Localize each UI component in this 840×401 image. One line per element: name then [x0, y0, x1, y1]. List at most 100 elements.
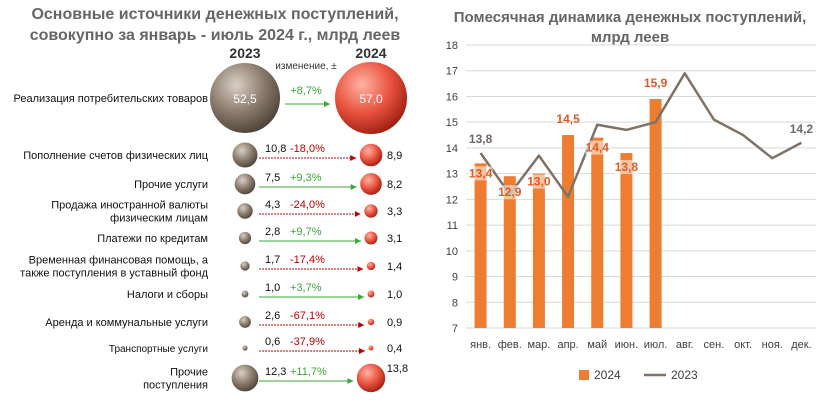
- value-2023: 4,3: [265, 199, 280, 211]
- source-row: Платежи по кредитам 2,8 +9,7% 3,1: [97, 226, 402, 246]
- y-tick-label: 7: [452, 323, 458, 335]
- value-2024: 0,9: [387, 317, 402, 329]
- bubble-2023: [238, 315, 252, 329]
- y-tick-label: 13: [446, 169, 458, 181]
- x-tick-label: фев.: [498, 339, 522, 351]
- bar-data-label: 14,5: [556, 112, 580, 126]
- value-2024: 0,4: [387, 343, 402, 355]
- source-label: Прочие поступления: [143, 367, 208, 392]
- source-label: Прочие услуги: [134, 179, 208, 191]
- y-tick-label: 9: [452, 272, 458, 284]
- value-2024: 3,1: [387, 233, 402, 245]
- bubble-2024: [358, 142, 384, 168]
- bubble-2024: [366, 317, 376, 327]
- x-tick-label: дек.: [791, 339, 811, 351]
- source-row: Временная финансовая помощь, а также пост…: [20, 254, 402, 280]
- bar-label-bg: [643, 76, 668, 91]
- y-tick-label: 8: [452, 297, 458, 309]
- source-row: Прочие поступления 12,3 +11,7% 13,8: [143, 362, 408, 394]
- change-header: изменение, ±: [275, 61, 337, 72]
- value-2024: 1,0: [387, 289, 402, 301]
- line-data-label: 13,8: [469, 132, 493, 146]
- source-row: Пополнение счетов физических лиц 10,8 -18,…: [23, 141, 402, 169]
- source-label: Временная финансовая помощь, а также пост…: [20, 255, 209, 280]
- bubble-2023: [208, 61, 282, 135]
- value-2024: 13,8: [387, 363, 408, 375]
- bubble-2024: [365, 260, 377, 272]
- value-2024: 8,2: [387, 179, 402, 191]
- bubble-2023: [231, 141, 259, 169]
- y-tick-label: 18: [446, 40, 458, 52]
- change-percent: +9,7%: [290, 226, 322, 238]
- value-2023: 1,0: [265, 282, 280, 294]
- x-tick-label: янв.: [470, 339, 491, 351]
- change-percent: +11,7%: [290, 366, 327, 378]
- change-percent: -17,4%: [290, 254, 325, 266]
- y-tick-label: 14: [446, 143, 458, 155]
- bar-2024: [503, 176, 516, 328]
- change-percent: -67,1%: [290, 310, 325, 322]
- bubble-2024: [355, 362, 387, 394]
- bar-data-label: 13,0: [527, 175, 551, 189]
- y-tick-label: 11: [447, 220, 458, 232]
- bar-label-bg: [585, 140, 610, 155]
- line-data-label: 14,2: [790, 122, 814, 136]
- x-tick-label: авг.: [676, 339, 694, 351]
- y-tick-label: 10: [446, 246, 458, 258]
- source-row: Аренда и коммунальные услуги 2,6 -67,1% 0,9: [45, 310, 402, 329]
- legend-label-2024: 2024: [594, 368, 621, 382]
- value-2024: 3,3: [387, 206, 402, 218]
- value-2024: 57,0: [359, 92, 383, 106]
- value-2023: 0,6: [265, 336, 280, 348]
- source-row: Транспортные услуги 0,6 -37,9% 0,4: [109, 336, 402, 355]
- value-2023: 1,7: [265, 254, 280, 266]
- bar-2024: [532, 173, 545, 328]
- bar-2024: [649, 99, 662, 328]
- value-2024: 8,9: [387, 150, 402, 162]
- source-label: Реализация потребительских товаров: [14, 93, 209, 105]
- change-percent: +3,7%: [290, 282, 322, 294]
- right-chart-title: Помесячная динамика денежных поступлений…: [453, 9, 807, 46]
- bar-label-bg: [497, 185, 522, 200]
- year-2024-header: 2024: [355, 45, 386, 61]
- source-row: Продажа иностранной валюты физическим лиц…: [51, 199, 402, 225]
- x-tick-label: июн.: [615, 339, 639, 351]
- bubble-2023: [233, 172, 257, 196]
- value-2023: 10,8: [265, 143, 286, 155]
- change-percent: -37,9%: [290, 336, 325, 348]
- x-tick-label: мар.: [527, 339, 550, 351]
- bubble-2023: [230, 363, 260, 393]
- bar-data-label: 12,9: [498, 185, 522, 199]
- source-row: Реализация потребительских товаров 52,5 57…: [14, 60, 409, 136]
- bubble-2024: [363, 230, 379, 246]
- left-panel-title: Основные источники денежных поступлений,…: [29, 6, 401, 44]
- bubble-2023: [240, 289, 250, 299]
- source-label: Продажа иностранной валюты физическим лиц…: [51, 200, 208, 225]
- bubble-2024: [333, 60, 409, 136]
- bar-data-label: 13,4: [469, 166, 493, 180]
- x-tick-label: сен.: [704, 339, 725, 351]
- bubble-2023: [236, 202, 254, 220]
- y-tick-label: 17: [446, 66, 458, 78]
- bar-label-bg: [556, 112, 581, 127]
- bar-label-bg: [614, 160, 639, 175]
- bubble-2024: [363, 203, 379, 219]
- bubble-2023: [239, 260, 251, 272]
- y-tick-label: 16: [446, 91, 458, 103]
- source-label: Платежи по кредитам: [97, 233, 208, 245]
- bar-2024: [474, 163, 487, 328]
- x-tick-label: апр.: [557, 339, 578, 351]
- bar-data-label: 13,8: [615, 160, 639, 174]
- change-percent: -24,0%: [290, 199, 325, 211]
- y-tick-label: 12: [446, 194, 458, 206]
- bubble-2023: [237, 230, 253, 246]
- change-percent: +9,3%: [290, 172, 322, 184]
- value-2023: 7,5: [265, 172, 280, 184]
- value-2023: 2,8: [265, 226, 280, 238]
- year-2023-header: 2023: [229, 45, 260, 61]
- source-row: Налоги и сборы 1,0 +3,7% 1,0: [127, 282, 402, 301]
- bar-data-label: 15,9: [644, 76, 668, 90]
- source-label: Аренда и коммунальные услуги: [45, 317, 208, 329]
- bubble-2023: [241, 344, 249, 352]
- value-2024: 1,4: [387, 261, 402, 273]
